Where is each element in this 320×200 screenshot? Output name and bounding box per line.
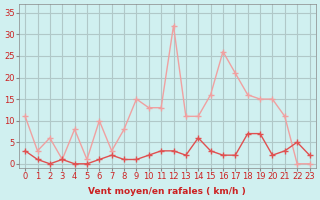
X-axis label: Vent moyen/en rafales ( km/h ): Vent moyen/en rafales ( km/h ) <box>88 187 246 196</box>
